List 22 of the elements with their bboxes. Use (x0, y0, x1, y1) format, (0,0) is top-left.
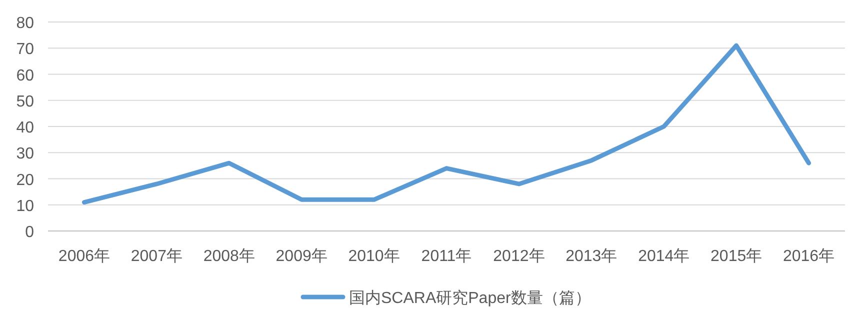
y-tick-label: 40 (16, 120, 34, 136)
y-tick-label: 0 (25, 224, 34, 241)
x-tick-label: 2014年 (638, 248, 690, 265)
x-tick-label: 2006年 (58, 248, 110, 265)
x-tick-label: 2013年 (566, 248, 618, 265)
line-series (82, 43, 812, 205)
x-tick-label: 2009年 (276, 248, 328, 265)
y-tick-label: 70 (16, 41, 34, 58)
x-tick-label: 2012年 (493, 248, 545, 265)
x-tick-label: 2007年 (130, 248, 182, 265)
x-tick-label: 2016年 (782, 248, 835, 265)
legend-label: 国内SCARA研究Paper数量（篇） (349, 289, 591, 307)
x-tick-label: 2011年 (421, 248, 472, 265)
y-tick-label: 10 (16, 198, 34, 215)
y-tick-label: 30 (16, 146, 34, 163)
y-tick-label: 50 (16, 93, 34, 110)
x-tick-label: 2010年 (348, 248, 400, 265)
y-tick-label: 80 (16, 15, 34, 32)
x-tick-label: 2015年 (710, 248, 762, 265)
y-tick-label: 60 (16, 67, 34, 84)
x-tick-label: 2008年 (203, 248, 255, 265)
y-tick-label: 20 (16, 172, 34, 189)
